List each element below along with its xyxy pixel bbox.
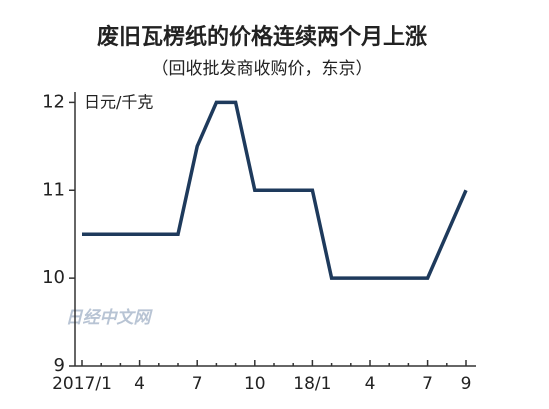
x-tick-label: 4 (365, 374, 376, 394)
x-tick-label: 9 (461, 374, 472, 394)
x-tick-label: 18/1 (293, 374, 331, 394)
x-tick-label: 7 (422, 374, 433, 394)
y-axis-label: 日元/千克 (84, 93, 153, 112)
x-tick-label: 2017/1 (52, 374, 112, 394)
chart-subtitle: （回收批发商收购价，东京） (152, 59, 373, 79)
y-tick-label: 11 (42, 179, 65, 200)
x-tick-label: 7 (192, 374, 203, 394)
chart-title: 废旧瓦楞纸的价格连续两个月上涨 (97, 24, 427, 50)
y-tick-label: 12 (42, 91, 65, 112)
watermark: 日经中文网 (66, 308, 154, 328)
x-tick-label: 10 (244, 374, 266, 394)
x-tick-label: 4 (134, 374, 145, 394)
line (82, 100, 468, 280)
y-tick-label: 9 (54, 355, 65, 376)
y-tick-label: 10 (42, 267, 65, 288)
